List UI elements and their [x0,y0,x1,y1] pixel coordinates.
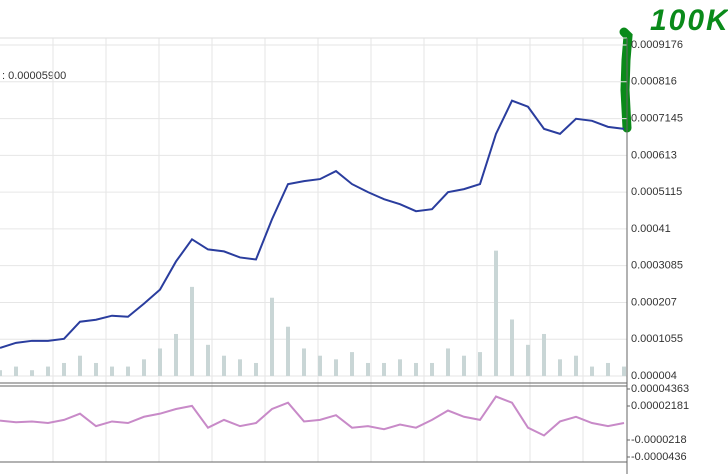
volume-bar [222,355,226,376]
volume-bar [62,362,66,376]
volume-bar [30,370,34,376]
volume-bar [334,359,338,376]
volume-bar [542,333,546,376]
volume-bar [462,355,466,376]
y-tick-label: 0.000004 [631,370,677,382]
volume-bar [558,359,562,376]
volume-bar [446,348,450,376]
volume-bar [94,362,98,376]
info-label: : 0.00005900 [2,70,66,82]
volume-bar [158,348,162,376]
volume-bar [526,344,530,376]
volume-bar [126,366,130,376]
volume-bar [110,366,114,376]
volume-bar [190,286,194,376]
y-tick-label: 0.0003085 [631,260,683,272]
volume-bar [350,352,354,376]
volume-bar [206,344,210,376]
y-tick-label: 0.0001055 [631,333,683,345]
volume-bar [302,348,306,376]
volume-bar [14,366,18,376]
volume-bar [318,355,322,376]
annotation: 100K [650,4,728,37]
oscillator-line [0,395,625,437]
volume-bar [622,366,626,376]
volume-bar [78,355,82,376]
osc-tick-label: -0.0000218 [631,434,687,446]
volume-bar [286,326,290,376]
y-tick-label: 0.00041 [631,223,671,235]
volume-bar [238,359,242,376]
volume-bar [382,362,386,376]
y-tick-label: 0.0005115 [631,186,682,198]
osc-tick-label: 0.00004363 [631,383,689,395]
y-tick-label: 0.000816 [631,76,677,88]
y-tick-label: 0.0009176 [631,39,683,51]
volume-bar [478,352,482,376]
volume-bar [574,355,578,376]
y-tick-label: 0.000207 [631,296,677,308]
osc-tick-label: -0.0000436 [631,451,687,463]
y-tick-label: 0.000613 [631,149,677,161]
y-tick-label: 0.0007145 [631,112,683,124]
osc-tick-label: 0.00002181 [631,400,689,412]
volume-bar [0,370,2,376]
volume-bar [398,359,402,376]
volume-bar [590,366,594,376]
price-line [0,99,625,349]
volume-bar [494,250,498,376]
volume-bar [606,362,610,376]
volume-bar [414,362,418,376]
volume-bar [366,362,370,376]
volume-bar [254,362,258,376]
volume-bar [430,362,434,376]
volume-bar [510,319,514,376]
volume-bar [270,297,274,376]
volume-bar [142,359,146,376]
annotation-stroke [619,27,633,133]
volume-bar [46,366,50,376]
volume-bar [174,333,178,376]
